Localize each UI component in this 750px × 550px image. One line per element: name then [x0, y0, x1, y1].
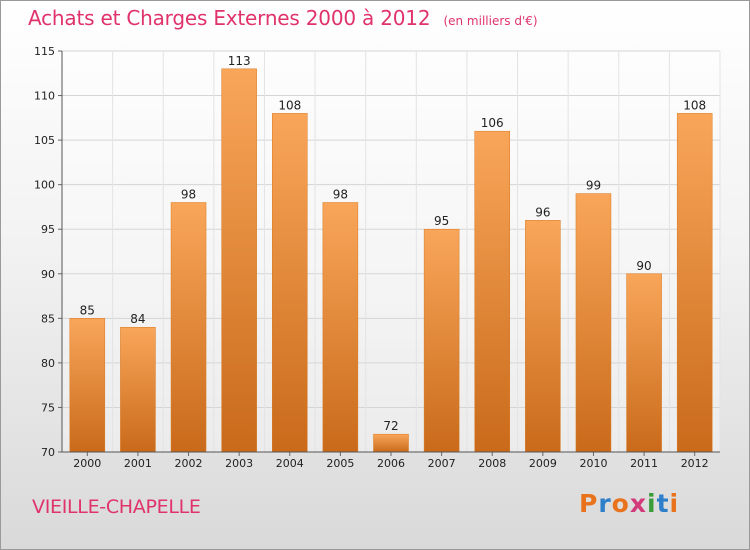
x-tick-label: 2012 — [681, 457, 709, 470]
y-tick-label: 90 — [41, 268, 55, 281]
bar — [272, 113, 308, 453]
logo-letter: i — [647, 489, 657, 518]
bar — [676, 113, 713, 453]
data-label: 108 — [683, 98, 706, 112]
x-tick-label: 2006 — [377, 457, 405, 470]
proxiti-logo[interactable]: Proxiti — [579, 489, 679, 518]
x-tick-label: 2011 — [630, 457, 658, 470]
data-label: 84 — [130, 312, 145, 326]
y-tick-label: 85 — [41, 312, 55, 325]
bar — [373, 433, 409, 453]
y-tick-label: 70 — [41, 446, 55, 459]
data-label: 108 — [278, 98, 301, 112]
bar — [626, 273, 662, 453]
bar — [474, 130, 510, 453]
bar — [69, 318, 106, 453]
y-tick-label: 100 — [34, 179, 55, 192]
data-label: 113 — [228, 54, 251, 68]
x-tick-label: 2001 — [124, 457, 152, 470]
x-tick-label: 2003 — [225, 457, 253, 470]
bar — [170, 202, 207, 453]
bar — [120, 326, 156, 453]
chart-subtitle: (en milliers d'€) — [443, 14, 538, 28]
bar — [322, 202, 359, 453]
x-tick-label: 2009 — [529, 457, 557, 470]
y-tick-label: 80 — [41, 357, 55, 370]
bar — [575, 193, 612, 453]
logo-letter: P — [579, 489, 599, 518]
x-tick-label: 2000 — [73, 457, 101, 470]
title-row: Achats et Charges Externes 2000 à 2012 (… — [28, 6, 538, 30]
x-tick-label: 2002 — [175, 457, 203, 470]
logo-letter: r — [598, 489, 612, 518]
commune-name: VIEILLE-CHAPELLE — [32, 496, 201, 518]
chart-title: Achats et Charges Externes 2000 à 2012 — [28, 6, 431, 30]
logo-letter: t — [656, 489, 670, 518]
y-tick-label: 115 — [34, 45, 55, 58]
logo-letter: o — [611, 489, 630, 518]
logo-letter: x — [629, 489, 647, 518]
data-label: 96 — [535, 205, 550, 219]
y-tick-label: 105 — [34, 134, 55, 147]
plot-area — [62, 51, 720, 452]
data-label: 98 — [333, 187, 348, 201]
bar — [423, 228, 460, 453]
bar-chart: 70 75 80 85 90 95 100 105 110 115 85 2000 84 2001 98 20… — [34, 45, 721, 470]
y-tick-label: 75 — [41, 401, 55, 414]
data-label: 98 — [181, 187, 196, 201]
x-tick-label: 2010 — [579, 457, 607, 470]
data-label: 106 — [481, 116, 504, 130]
data-label: 99 — [586, 179, 601, 193]
logo-letter: i — [669, 489, 680, 518]
y-tick-label: 95 — [41, 223, 55, 236]
data-label: 85 — [80, 303, 95, 317]
data-label: 72 — [383, 419, 398, 433]
data-label: 95 — [434, 214, 449, 228]
x-tick-label: 2004 — [276, 457, 304, 470]
x-tick-label: 2007 — [428, 457, 456, 470]
x-tick-label: 2005 — [326, 457, 354, 470]
y-tick-label: 110 — [34, 90, 55, 103]
x-tick-label: 2008 — [478, 457, 506, 470]
bar — [221, 68, 257, 453]
bar — [525, 220, 561, 453]
data-label: 90 — [636, 259, 651, 273]
